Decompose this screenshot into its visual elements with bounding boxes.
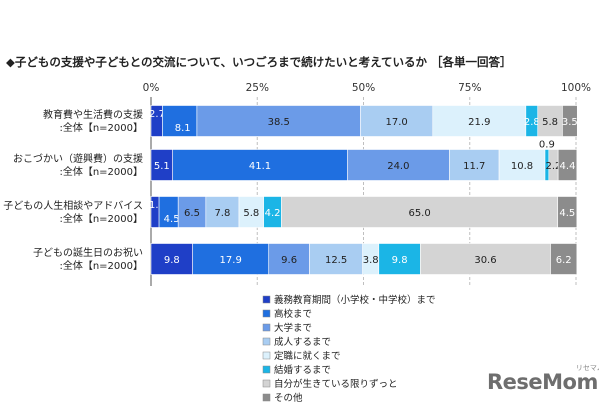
data-label: 41.1 bbox=[249, 161, 271, 172]
category-label: :全体【n=2000】 bbox=[59, 165, 143, 178]
legend-label: 成人するまで bbox=[274, 336, 331, 348]
x-tick-label: 75% bbox=[458, 82, 481, 94]
data-label: 9.8 bbox=[164, 255, 180, 266]
data-label: 17.9 bbox=[220, 255, 242, 266]
data-label: 2.2 bbox=[546, 161, 562, 172]
data-label: 7.8 bbox=[214, 208, 230, 219]
bar-segment bbox=[196, 105, 361, 137]
legend-label: 定職に就くまで bbox=[274, 350, 341, 362]
legend-swatch bbox=[262, 379, 271, 388]
data-label: 11.7 bbox=[463, 161, 485, 172]
bar-segment bbox=[498, 149, 546, 181]
legend-label: 自分が生きている限りずっと bbox=[274, 378, 398, 390]
data-label: 17.0 bbox=[386, 117, 408, 128]
data-label: 4.4 bbox=[560, 161, 576, 172]
data-label: 3.8 bbox=[363, 255, 379, 266]
legend-swatch bbox=[262, 337, 271, 346]
category-label: :全体【n=2000】 bbox=[59, 259, 143, 272]
data-label: 9.6 bbox=[281, 255, 297, 266]
category-label: :全体【n=2000】 bbox=[59, 212, 143, 225]
data-label: 2.7 bbox=[149, 109, 165, 120]
chart-title: ◆子どもの支援や子どもとの交流について、いつごろまで続けたいと考えているか ［各… bbox=[6, 55, 512, 69]
bar-segment bbox=[238, 196, 264, 228]
data-label: 65.0 bbox=[408, 208, 430, 219]
bar-segment bbox=[268, 243, 310, 275]
bar-segment bbox=[550, 243, 578, 275]
data-label: 5.1 bbox=[154, 161, 170, 172]
legend-swatch bbox=[262, 393, 271, 402]
bar-segment bbox=[150, 243, 193, 275]
data-label: 4.5 bbox=[559, 208, 575, 219]
x-tick-label: 100% bbox=[561, 82, 591, 94]
category-label: 子どもの人生相談やアドバイス bbox=[3, 199, 143, 212]
bar-segment bbox=[562, 105, 578, 137]
bar-segment bbox=[309, 243, 363, 275]
legend-swatch bbox=[262, 323, 271, 332]
category-label: おこづかい（遊興費）の支援 bbox=[13, 152, 143, 165]
bar-segment bbox=[172, 149, 348, 181]
bar-segment bbox=[347, 149, 450, 181]
x-tick-label: 25% bbox=[246, 82, 269, 94]
data-label: 8.1 bbox=[175, 123, 191, 134]
legend-label: 義務教育期間（小学校・中学校）まで bbox=[274, 294, 436, 306]
legend-label: その他 bbox=[274, 392, 303, 404]
legend-swatch bbox=[262, 309, 271, 318]
category-label: 子どもの誕生日のお祝い bbox=[33, 246, 143, 259]
data-label: 4.5 bbox=[164, 214, 180, 225]
data-label: 9.8 bbox=[392, 255, 408, 266]
legend-label: 大学まで bbox=[274, 322, 312, 334]
legend-swatch bbox=[262, 351, 271, 360]
legend-label: 結婚するまで bbox=[274, 364, 331, 376]
data-label: 30.6 bbox=[474, 255, 496, 266]
data-label: 4.2 bbox=[265, 208, 281, 219]
bar-segment bbox=[281, 196, 559, 228]
bar-segment bbox=[557, 149, 578, 181]
legend-swatch bbox=[262, 295, 271, 304]
data-label: 12.5 bbox=[325, 255, 347, 266]
data-label: 0.9 bbox=[539, 140, 555, 151]
bar-segment bbox=[557, 196, 578, 228]
bar-segment bbox=[205, 196, 240, 228]
legend-label: 高校まで bbox=[274, 308, 312, 320]
data-label: 5.8 bbox=[243, 208, 259, 219]
logo-subtext: リセマム bbox=[575, 364, 599, 372]
data-label: 10.8 bbox=[511, 161, 533, 172]
legend-swatch bbox=[262, 365, 271, 374]
data-label: 38.5 bbox=[268, 117, 290, 128]
data-label: 6.5 bbox=[184, 208, 200, 219]
bar-segment bbox=[192, 243, 270, 275]
resemom-logo: ReseMom リセマム bbox=[487, 364, 599, 394]
data-label: 1.9 bbox=[149, 200, 165, 211]
bar-segment bbox=[177, 196, 207, 228]
category-label: 教育費や生活費の支援 bbox=[43, 108, 143, 121]
x-tick-label: 50% bbox=[352, 82, 375, 94]
bar-segment bbox=[162, 105, 198, 137]
data-label: 21.9 bbox=[468, 117, 490, 128]
x-tick-label: 0% bbox=[143, 82, 160, 94]
logo-text: ReseMom bbox=[487, 370, 598, 394]
data-label: 3.5 bbox=[562, 117, 578, 128]
data-label: 24.0 bbox=[387, 161, 409, 172]
data-label: 2.8 bbox=[524, 117, 540, 128]
data-label: 6.2 bbox=[556, 255, 572, 266]
data-label: 5.8 bbox=[542, 117, 558, 128]
category-label: :全体【n=2000】 bbox=[59, 121, 143, 134]
bar-segment bbox=[420, 243, 551, 275]
